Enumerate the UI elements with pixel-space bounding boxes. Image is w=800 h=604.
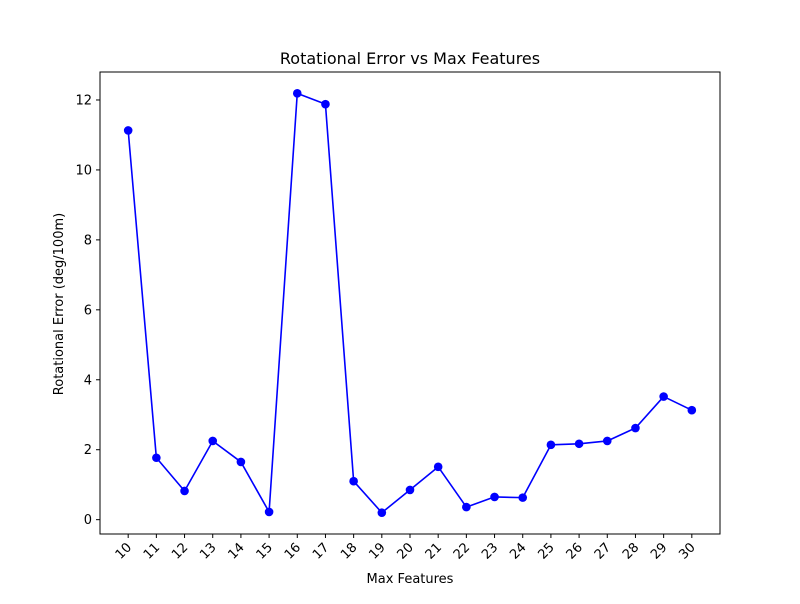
x-tick-label-24: 24 [507, 540, 529, 562]
y-tick-label-6: 6 [84, 303, 92, 318]
x-tick-label-20: 20 [395, 540, 417, 562]
x-tick-label-19: 19 [366, 540, 388, 562]
x-tick-label-15: 15 [254, 540, 276, 562]
data-point-25 [546, 440, 556, 450]
x-tick-label-28: 28 [620, 540, 642, 562]
data-point-21 [433, 462, 443, 472]
x-tick-label-13: 13 [197, 540, 219, 562]
data-point-30 [687, 405, 697, 415]
x-tick-label-26: 26 [564, 540, 586, 562]
x-axis-label: Max Features [367, 572, 454, 587]
x-tick-label-25: 25 [535, 540, 557, 562]
y-tick-label-12: 12 [75, 93, 92, 108]
data-point-23 [490, 492, 499, 502]
chart-title: Rotational Error vs Max Features [280, 49, 540, 68]
y-axis-label: Rotational Error (deg/100m) [52, 213, 67, 395]
data-point-12 [180, 486, 189, 496]
y-tick-label-8: 8 [84, 233, 92, 248]
x-tick-label-22: 22 [451, 540, 473, 562]
x-tick-label-18: 18 [338, 540, 360, 562]
y-tick-label-0: 0 [84, 513, 92, 528]
x-tick-label-29: 29 [648, 540, 670, 562]
y-tick-label-4: 4 [84, 373, 92, 388]
y-tick-label-2: 2 [84, 443, 92, 458]
x-tick-label-11: 11 [141, 540, 163, 562]
data-point-29 [659, 392, 668, 401]
data-point-11 [152, 453, 161, 463]
x-tick-label-30: 30 [676, 540, 698, 562]
data-point-27 [602, 436, 612, 446]
x-tick-label-27: 27 [592, 540, 614, 562]
x-tick-label-21: 21 [423, 540, 445, 562]
data-point-16 [292, 89, 302, 98]
x-tick-label-23: 23 [479, 540, 501, 562]
data-point-10 [123, 126, 133, 135]
data-point-19 [377, 508, 387, 517]
series-line-0 [127, 92, 693, 514]
data-point-22 [462, 502, 471, 512]
x-tick-label-10: 10 [113, 540, 135, 562]
data-point-14 [236, 457, 246, 467]
x-tick-label-12: 12 [169, 540, 191, 562]
data-point-24 [518, 493, 528, 502]
data-point-13 [208, 436, 218, 446]
data-point-18 [349, 476, 358, 486]
y-tick-label-10: 10 [75, 163, 92, 178]
data-point-28 [631, 423, 640, 433]
data-point-26 [574, 439, 584, 449]
plot-frame [99, 71, 721, 535]
x-tick-label-17: 17 [310, 540, 332, 562]
x-tick-label-14: 14 [225, 540, 247, 562]
data-point-15 [264, 507, 274, 517]
data-point-20 [405, 485, 415, 495]
data-point-17 [321, 99, 330, 109]
x-tick-label-16: 16 [282, 540, 304, 562]
